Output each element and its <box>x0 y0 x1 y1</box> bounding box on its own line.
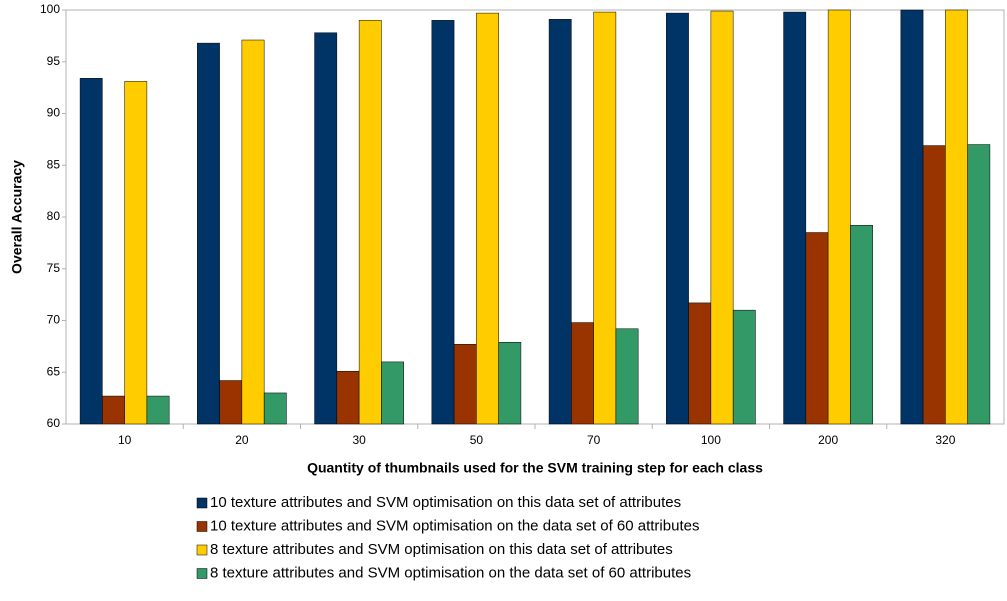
bar <box>381 361 404 425</box>
y-tick-label: 70 <box>47 313 61 327</box>
bar <box>453 344 477 425</box>
bar <box>615 328 639 425</box>
x-tick-label: 70 <box>587 433 601 447</box>
x-tick-label: 10 <box>118 433 132 447</box>
bar <box>805 232 829 425</box>
bar <box>967 144 991 425</box>
y-tick-label: 65 <box>47 364 61 378</box>
bar <box>666 12 689 425</box>
bar <box>783 11 807 425</box>
legend-label: 8 texture attributes and SVM optimisatio… <box>210 541 673 558</box>
y-tick-label: 80 <box>47 209 61 223</box>
bar <box>241 39 265 425</box>
x-tick-label: 30 <box>352 433 366 447</box>
bar <box>102 395 125 425</box>
bar <box>431 20 455 425</box>
y-tick-label: 60 <box>47 416 61 430</box>
legend-swatch <box>196 568 208 579</box>
bar <box>732 309 756 425</box>
bar <box>498 341 522 425</box>
bar <box>900 9 924 425</box>
bar <box>688 302 712 425</box>
bar <box>263 392 287 425</box>
x-tick-label: 100 <box>701 433 721 447</box>
bar <box>124 81 148 425</box>
x-tick-label: 200 <box>818 433 838 447</box>
bar <box>571 322 594 425</box>
x-axis-title: Quantity of thumbnails used for the SVM … <box>307 460 763 476</box>
x-tick-label: 320 <box>935 433 955 447</box>
legend-label: 10 texture attributes and SVM optimisati… <box>210 494 681 511</box>
y-axis-title: Overall Accuracy <box>9 160 25 274</box>
legend-swatch <box>196 544 208 556</box>
bar <box>850 225 873 425</box>
bar <box>336 370 360 425</box>
bar <box>146 395 170 425</box>
y-tick-label: 75 <box>47 261 61 275</box>
bar <box>710 10 734 425</box>
bar <box>945 9 968 425</box>
x-tick-label: 20 <box>235 433 249 447</box>
legend-swatch <box>196 521 208 532</box>
bar <box>219 380 243 425</box>
y-tick-label: 90 <box>47 106 61 120</box>
bar <box>922 145 946 425</box>
bar <box>476 12 499 425</box>
bar <box>79 78 103 425</box>
bar <box>358 20 382 425</box>
legend-label: 10 texture attributes and SVM optimisati… <box>210 517 699 534</box>
y-tick-label: 100 <box>40 2 60 16</box>
bar <box>593 11 617 425</box>
bar <box>827 9 851 425</box>
y-tick-label: 95 <box>47 54 61 68</box>
y-tick-label: 85 <box>47 157 61 171</box>
legend-label: 8 texture attributes and SVM optimisatio… <box>210 564 691 581</box>
legend-swatch <box>196 497 208 509</box>
bar <box>314 32 338 425</box>
x-tick-label: 50 <box>470 433 484 447</box>
bar <box>197 42 220 425</box>
bar <box>548 19 572 425</box>
